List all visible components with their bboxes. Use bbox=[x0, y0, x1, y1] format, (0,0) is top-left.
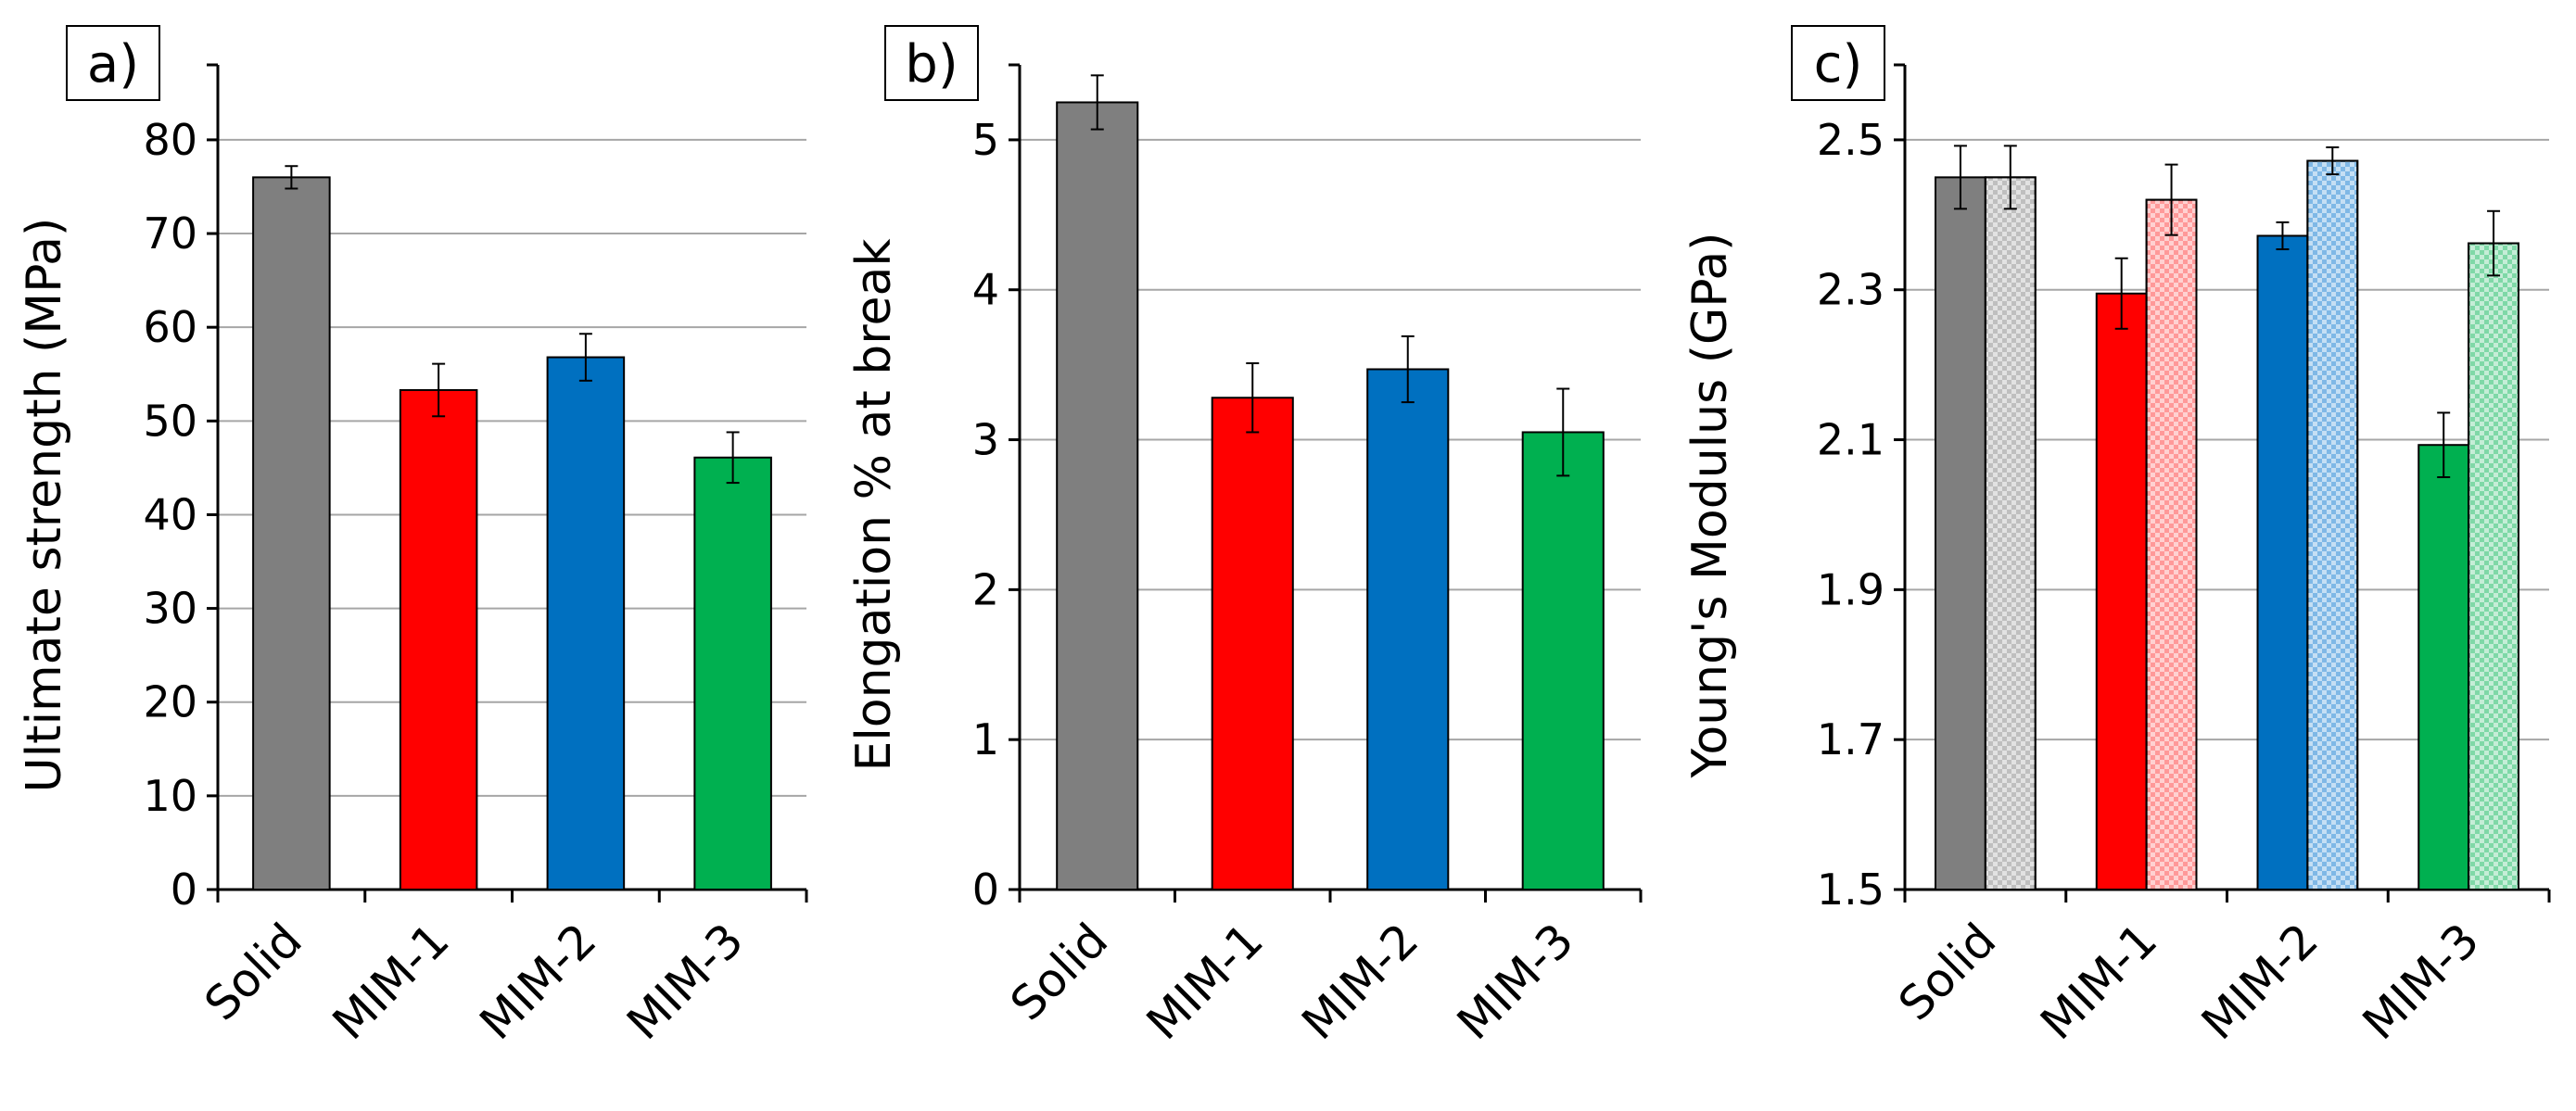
bar-solid bbox=[252, 176, 331, 890]
y-tick-label: 30 bbox=[143, 584, 197, 634]
x-category-label: MIM-3 bbox=[616, 913, 754, 1050]
panel-label-box bbox=[1791, 25, 1885, 101]
x-category-label: Solid bbox=[195, 913, 312, 1030]
y-tick-label: 1.5 bbox=[1817, 865, 1884, 915]
y-tick-label: 4 bbox=[972, 265, 999, 315]
panel-label: a) bbox=[87, 34, 139, 95]
y-tick-label: 60 bbox=[143, 302, 197, 352]
y-tick-label: 1 bbox=[972, 714, 999, 764]
panel-label: c) bbox=[1814, 34, 1863, 95]
bar-pattern-overlay bbox=[2306, 159, 2359, 890]
y-tick-label: 0 bbox=[972, 865, 999, 915]
bar-pattern-overlay bbox=[2145, 198, 2198, 891]
panel-c: 1.5 1.7 1.9 2.1 2.3 2.5 Solid MIM-1 MIM-2 MIM-3 Yo… bbox=[1682, 25, 2551, 1050]
y-axis-title: Young's Modulus (GPa) bbox=[1682, 233, 1738, 779]
y-tick-label: 2.3 bbox=[1817, 265, 1884, 315]
y-tick-label: 2.5 bbox=[1817, 115, 1884, 165]
y-tick-label: 50 bbox=[143, 396, 197, 446]
x-category-label: MIM-2 bbox=[470, 913, 607, 1050]
y-tick-label: 10 bbox=[143, 771, 197, 821]
y-tick-label: 1.9 bbox=[1817, 564, 1884, 614]
bar-pattern-overlay bbox=[2468, 242, 2519, 890]
y-tick-label: 0 bbox=[171, 865, 197, 915]
x-category-label: MIM-2 bbox=[2191, 913, 2329, 1050]
bar-solid bbox=[1056, 101, 1139, 891]
bar-solid bbox=[1935, 176, 1986, 890]
panel-label-box bbox=[66, 25, 160, 101]
y-tick-label: 2.1 bbox=[1817, 415, 1884, 465]
bar-mim-1 bbox=[399, 388, 478, 890]
bar-mim-3 bbox=[693, 456, 772, 890]
x-category-label: MIM-2 bbox=[1292, 913, 1429, 1050]
panel-b: 0 1 2 3 4 5 Solid MIM-1 MIM-2 MIM-3 Elongation % a… bbox=[846, 25, 1643, 1050]
bar-mim-1 bbox=[2095, 292, 2148, 891]
y-tick-label: 1.7 bbox=[1817, 714, 1884, 764]
y-tick-label: 2 bbox=[972, 564, 999, 614]
x-category-label: MIM-3 bbox=[2353, 913, 2490, 1050]
y-tick-label: 20 bbox=[143, 677, 197, 727]
x-category-label: Solid bbox=[1000, 913, 1118, 1030]
panel-label: b) bbox=[905, 34, 958, 95]
bar-pattern-overlay bbox=[1984, 176, 2037, 890]
x-category-label: MIM-1 bbox=[2030, 913, 2167, 1050]
y-tick-label: 3 bbox=[972, 415, 999, 465]
y-axis-title: Elongation % at break bbox=[846, 238, 902, 771]
panel-a: 0 10 20 30 40 50 60 70 80 Solid MIM-1 MIM-2 MIM-3 Ult… bbox=[17, 25, 808, 1050]
x-category-label: MIM-1 bbox=[323, 913, 460, 1050]
bar-mim-1 bbox=[1211, 397, 1294, 890]
y-tick-label: 40 bbox=[143, 489, 197, 539]
panel-label-box bbox=[884, 25, 979, 101]
y-tick-label: 80 bbox=[143, 115, 197, 165]
bar-mim-2 bbox=[546, 356, 626, 890]
bar-mim-2 bbox=[1366, 368, 1450, 890]
y-tick-label: 70 bbox=[143, 208, 197, 259]
bar-mim-3 bbox=[1521, 431, 1605, 890]
bar-mim-2 bbox=[2256, 234, 2309, 891]
y-tick-label: 5 bbox=[972, 115, 999, 165]
y-axis-title: Ultimate strength (MPa) bbox=[17, 218, 72, 793]
bar-mim-3 bbox=[2417, 444, 2470, 890]
x-category-label: Solid bbox=[1888, 913, 2006, 1030]
x-category-label: MIM-3 bbox=[1447, 913, 1584, 1050]
x-category-label: MIM-1 bbox=[1136, 913, 1274, 1050]
